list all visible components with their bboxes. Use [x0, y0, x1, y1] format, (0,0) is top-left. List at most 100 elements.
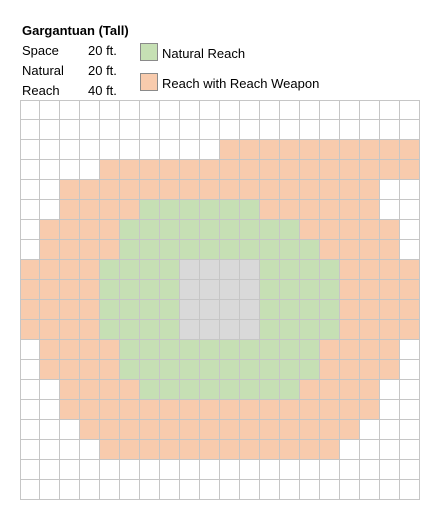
grid-cell-natural-reach — [320, 280, 340, 300]
grid-cell-reach-weapon — [100, 360, 120, 380]
grid-cell-empty — [20, 180, 40, 200]
grid-cell-empty — [80, 140, 100, 160]
grid-cell-empty — [300, 100, 320, 120]
grid-cell-empty — [20, 380, 40, 400]
grid-cell-reach-weapon — [380, 360, 400, 380]
grid-cell-reach-weapon — [60, 180, 80, 200]
grid-cell-reach-weapon — [260, 440, 280, 460]
grid-cell-empty — [20, 340, 40, 360]
grid-cell-reach-weapon — [80, 300, 100, 320]
grid-cell-reach-weapon — [300, 380, 320, 400]
grid-cell-empty — [20, 360, 40, 380]
grid-cell-reach-weapon — [380, 280, 400, 300]
grid-cell-natural-reach — [120, 240, 140, 260]
grid-cell-reach-weapon — [360, 400, 380, 420]
grid-cell-natural-reach — [200, 340, 220, 360]
grid-cell-natural-reach — [260, 340, 280, 360]
grid-cell-natural-reach — [320, 260, 340, 280]
grid-cell-reach-weapon — [360, 160, 380, 180]
grid-cell-reach-weapon — [80, 200, 100, 220]
grid-cell-natural-reach — [120, 300, 140, 320]
grid-cell-reach-weapon — [240, 180, 260, 200]
grid-cell-reach-weapon — [120, 440, 140, 460]
grid-cell-empty — [240, 100, 260, 120]
grid-cell-reach-weapon — [140, 420, 160, 440]
grid-cell-reach-weapon — [340, 340, 360, 360]
grid-cell-reach-weapon — [40, 360, 60, 380]
stat-natural-label: Natural — [22, 63, 64, 78]
grid-cell-reach-weapon — [160, 160, 180, 180]
grid-cell-reach-weapon — [40, 340, 60, 360]
grid-cell-space — [200, 320, 220, 340]
grid-cell-reach-weapon — [380, 240, 400, 260]
grid-cell-reach-weapon — [220, 180, 240, 200]
grid-cell-reach-weapon — [100, 240, 120, 260]
grid-cell-empty — [340, 460, 360, 480]
grid-cell-natural-reach — [260, 260, 280, 280]
grid-cell-empty — [60, 160, 80, 180]
grid-cell-reach-weapon — [120, 380, 140, 400]
grid-cell-empty — [400, 480, 420, 500]
grid-cell-reach-weapon — [360, 240, 380, 260]
grid-cell-natural-reach — [160, 380, 180, 400]
grid-cell-reach-weapon — [100, 220, 120, 240]
grid-cell-natural-reach — [260, 300, 280, 320]
grid-cell-empty — [320, 120, 340, 140]
grid-cell-reach-weapon — [120, 160, 140, 180]
grid-cell-empty — [360, 440, 380, 460]
grid-cell-reach-weapon — [380, 220, 400, 240]
grid-cell-reach-weapon — [260, 420, 280, 440]
grid-cell-empty — [380, 180, 400, 200]
grid-cell-natural-reach — [120, 360, 140, 380]
grid-cell-reach-weapon — [360, 200, 380, 220]
grid-cell-natural-reach — [260, 220, 280, 240]
grid-cell-natural-reach — [240, 340, 260, 360]
grid-cell-reach-weapon — [140, 400, 160, 420]
grid-cell-empty — [80, 160, 100, 180]
grid-cell-reach-weapon — [220, 420, 240, 440]
grid-cell-empty — [380, 120, 400, 140]
grid-cell-empty — [40, 420, 60, 440]
grid-cell-empty — [100, 140, 120, 160]
grid-cell-empty — [180, 140, 200, 160]
grid-cell-empty — [220, 460, 240, 480]
grid-cell-natural-reach — [260, 360, 280, 380]
grid-cell-empty — [380, 400, 400, 420]
grid-cell-empty — [140, 140, 160, 160]
grid-cell-space — [240, 260, 260, 280]
grid-cell-empty — [160, 100, 180, 120]
grid-cell-empty — [80, 100, 100, 120]
grid-cell-empty — [240, 480, 260, 500]
grid-cell-empty — [60, 120, 80, 140]
grid-cell-empty — [340, 480, 360, 500]
grid-cell-natural-reach — [180, 240, 200, 260]
grid-cell-reach-weapon — [180, 420, 200, 440]
grid-cell-natural-reach — [140, 260, 160, 280]
grid-cell-empty — [400, 380, 420, 400]
grid-cell-space — [180, 260, 200, 280]
grid-cell-reach-weapon — [20, 260, 40, 280]
grid-cell-empty — [220, 100, 240, 120]
grid-cell-natural-reach — [200, 380, 220, 400]
grid-cell-reach-weapon — [240, 140, 260, 160]
grid-cell-natural-reach — [140, 320, 160, 340]
grid-cell-empty — [40, 460, 60, 480]
grid-cell-reach-weapon — [340, 400, 360, 420]
grid-cell-empty — [160, 120, 180, 140]
grid-cell-empty — [180, 460, 200, 480]
grid-cell-reach-weapon — [320, 240, 340, 260]
grid-cell-empty — [140, 460, 160, 480]
grid-cell-empty — [180, 100, 200, 120]
grid-cell-natural-reach — [280, 320, 300, 340]
grid-cell-empty — [40, 200, 60, 220]
grid-cell-empty — [40, 140, 60, 160]
grid-cell-natural-reach — [220, 340, 240, 360]
grid-cell-reach-weapon — [340, 220, 360, 240]
grid-cell-natural-reach — [320, 300, 340, 320]
grid-cell-natural-reach — [160, 220, 180, 240]
grid-cell-reach-weapon — [320, 200, 340, 220]
grid-cell-reach-weapon — [120, 420, 140, 440]
grid-cell-natural-reach — [300, 320, 320, 340]
grid-cell-reach-weapon — [300, 160, 320, 180]
grid-cell-empty — [400, 200, 420, 220]
